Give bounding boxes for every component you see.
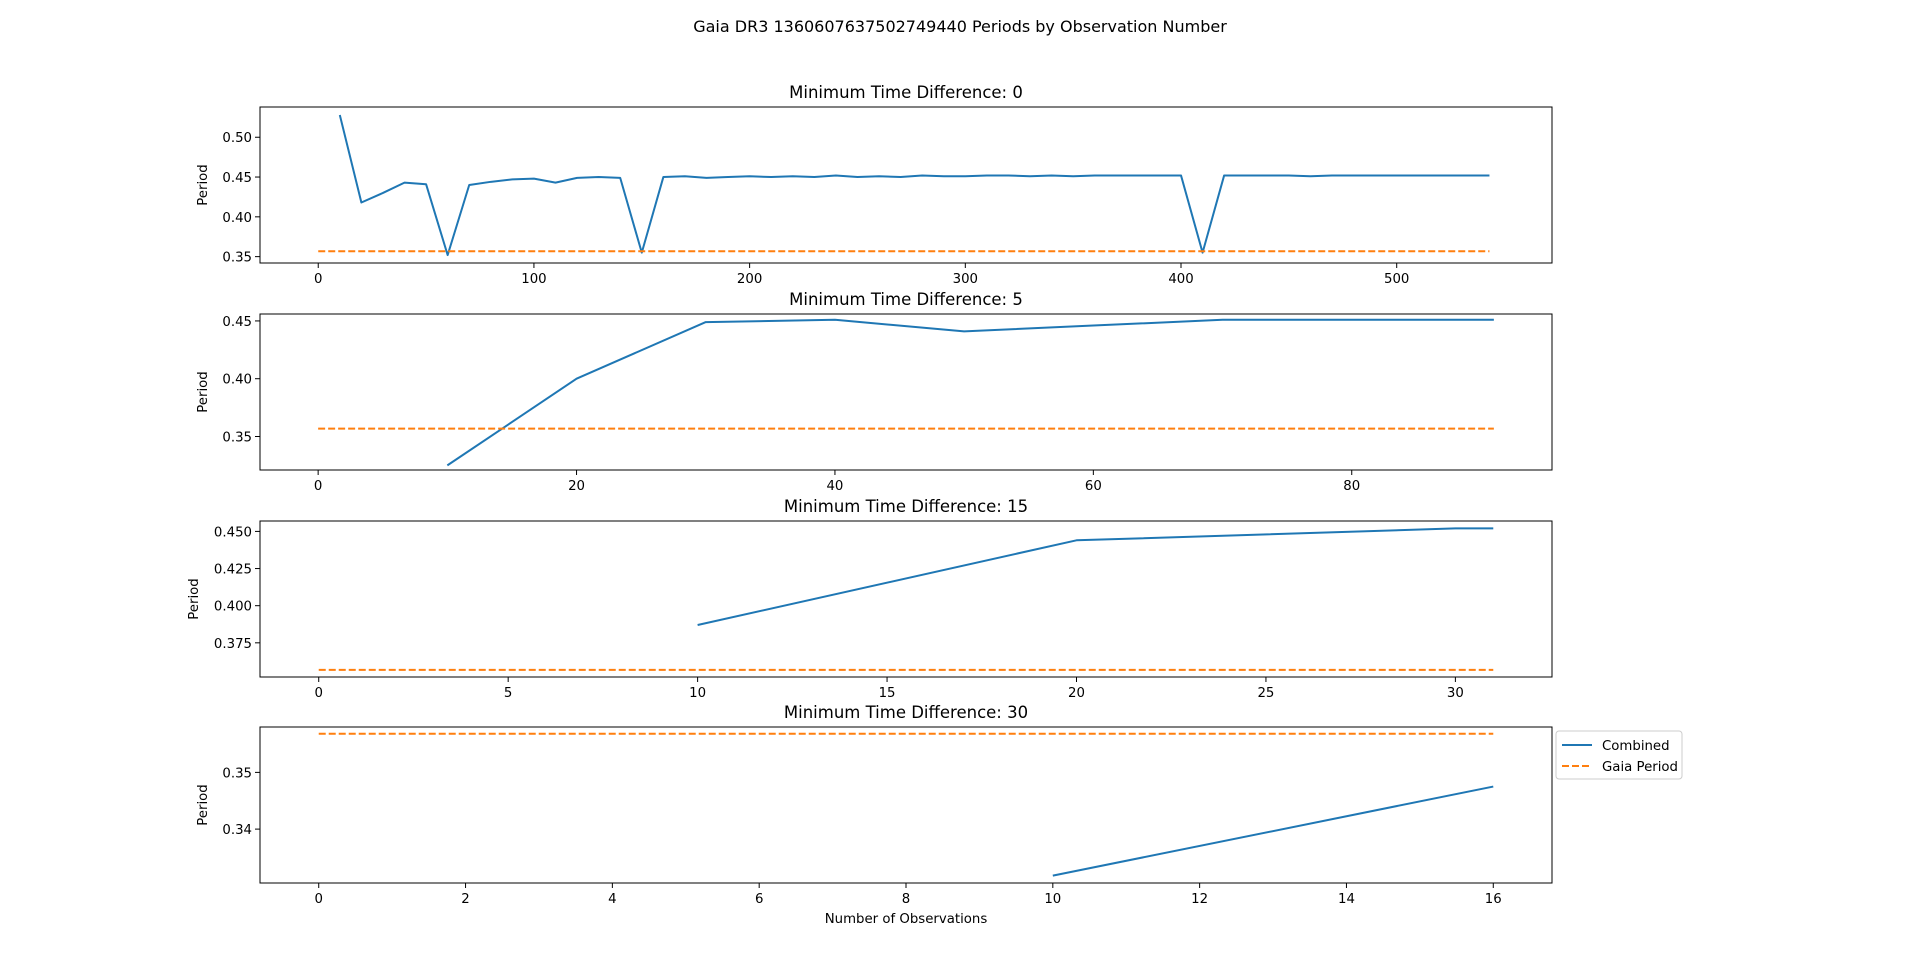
x-tick-label: 100 [521,272,546,287]
x-tick-label: 12 [1191,892,1208,907]
x-tick-label: 0 [314,479,322,494]
y-tick-label: 0.50 [222,131,252,146]
combined-line [697,527,1494,626]
x-tick-label: 5 [504,686,512,701]
series-group [318,318,1494,467]
x-tick-label: 400 [1168,272,1193,287]
x-tick-label: 0 [314,686,322,701]
y-tick-label: 0.45 [222,315,252,330]
subplot-title: Minimum Time Difference: 15 [784,497,1028,516]
figure-title: Gaia DR3 1360607637502749440 Periods by … [693,17,1227,36]
x-tick-label: 8 [902,892,910,907]
series-group [318,527,1494,671]
x-tick-label: 25 [1257,686,1274,701]
x-tick-label: 10 [689,686,706,701]
subplot-3: Minimum Time Difference: 15 0 5 10 15 20 25 30 0… [187,497,1553,701]
subplot-title: Minimum Time Difference: 0 [789,83,1023,102]
x-tick-label: 10 [1044,892,1061,907]
x-tick-label: 15 [879,686,896,701]
legend: Combined Gaia Period [1555,730,1683,780]
combined-line [338,114,1490,257]
subplot-4: Minimum Time Difference: 30 0 2 4 6 8 10 12 14 16… [196,703,1553,927]
y-axis-label: Period [187,578,202,619]
axes-frame [259,313,1553,471]
x-tick-label: 20 [568,479,585,494]
x-tick-label: 300 [953,272,978,287]
y-tick-label: 0.425 [214,563,252,578]
y-axis-label: Period [196,164,211,205]
combined-line [446,318,1494,467]
y-tick-label: 0.375 [214,637,252,652]
axes-frame [259,106,1553,264]
y-axis-label: Period [196,371,211,412]
y-tick-label: 0.450 [214,525,252,540]
y-tick-label: 0.35 [222,430,252,445]
x-tick-label: 2 [461,892,469,907]
x-axis-label: Number of Observations [825,912,988,927]
axes-frame [259,520,1553,678]
x-tick-label: 6 [755,892,763,907]
legend-label: Combined [1602,739,1670,754]
series-group [318,114,1490,257]
x-tick-label: 80 [1343,479,1360,494]
y-tick-label: 0.34 [222,823,252,838]
y-tick-label: 0.400 [214,600,252,615]
x-tick-label: 0 [314,272,322,287]
y-tick-label: 0.45 [222,171,252,186]
subplot-title: Minimum Time Difference: 5 [789,290,1023,309]
subplots: Minimum Time Difference: 00 100 200 300 400 5… [187,83,1553,927]
y-tick-label: 0.35 [222,251,252,266]
x-tick-label: 40 [826,479,843,494]
x-tick-label: 16 [1485,892,1502,907]
x-tick-label: 500 [1384,272,1409,287]
x-tick-label: 4 [608,892,616,907]
y-tick-label: 0.40 [222,373,252,388]
y-axis-label: Period [196,784,211,825]
y-tick-label: 0.35 [222,766,252,781]
x-tick-label: 60 [1085,479,1102,494]
series-group [318,732,1494,877]
x-tick-label: 30 [1447,686,1464,701]
subplot-2: Minimum Time Difference: 5 0 20 40 60 80 0.35 0… [196,290,1553,494]
combined-line [1052,785,1494,877]
x-tick-label: 20 [1068,686,1085,701]
y-tick-label: 0.40 [222,211,252,226]
legend-label: Gaia Period [1602,760,1678,775]
x-tick-label: 0 [314,892,322,907]
x-tick-label: 14 [1338,892,1355,907]
subplot-title: Minimum Time Difference: 30 [784,703,1028,722]
x-tick-label: 200 [737,272,762,287]
subplot-1: Minimum Time Difference: 0 0 100 200 300 400 5… [196,83,1553,287]
